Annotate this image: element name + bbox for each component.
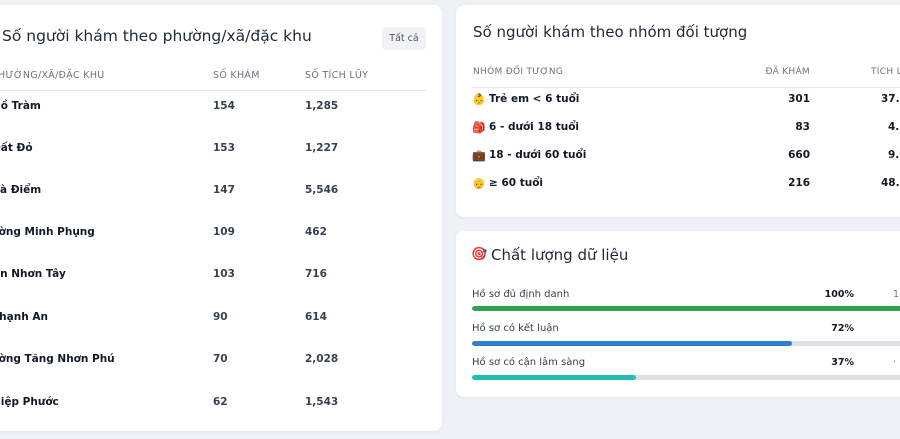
ward-name: Hiệp Phước: [0, 396, 59, 408]
cumulative-value: 48.5: [881, 177, 900, 189]
examined-count: 660: [788, 149, 810, 161]
view-all-button[interactable]: Tất cả: [382, 27, 426, 50]
table-row[interactable]: Hồ Tràm 154 1,285: [0, 100, 442, 120]
progress-fill: [472, 306, 900, 311]
cumulative-count: 2,028: [305, 353, 339, 365]
table-row[interactable]: 👶 Trẻ em < 6 tuổi 301 37.0: [456, 93, 900, 111]
ward-name: Thạnh An: [0, 311, 48, 323]
exam-count: 109: [213, 226, 235, 238]
cumulative-count: 716: [305, 268, 327, 280]
column-header-cumulative: SỐ TÍCH LŨY: [305, 70, 369, 81]
table-row[interactable]: Bà Điểm 147 5,546: [0, 184, 442, 204]
exam-count: 90: [213, 311, 228, 323]
cumulative-count: 1,543: [305, 396, 339, 408]
column-header-examined: ĐÃ KHÁM: [765, 67, 810, 77]
table-row[interactable]: Phường Minh Phụng 109 462: [0, 226, 442, 246]
quality-percent: 37%: [831, 357, 854, 368]
quality-extra: ·: [893, 357, 897, 368]
group-label: Trẻ em < 6 tuổi: [489, 93, 580, 105]
table-row[interactable]: An Nhơn Tây 103 716: [0, 268, 442, 288]
ward-name: Bà Điểm: [0, 184, 42, 196]
progress-fill: [472, 341, 792, 346]
examined-count: 301: [788, 93, 810, 105]
cumulative-count: 614: [305, 311, 327, 323]
progress-track: [472, 306, 900, 311]
quality-card-title: Chất lượng dữ liệu: [491, 246, 629, 264]
group-exams-card: Số người khám theo nhóm đối tượng NHÓM Đ…: [456, 5, 900, 217]
table-row[interactable]: Phường Tăng Nhơn Phú 70 2,028: [0, 353, 442, 373]
briefcase-icon: 💼: [472, 149, 486, 162]
progress-fill: [472, 375, 637, 380]
group-label: 18 - dưới 60 tuổi: [489, 149, 587, 161]
examined-count: 83: [795, 121, 810, 133]
cumulative-value: 37.0: [881, 93, 900, 105]
backpack-icon: 🎒: [472, 121, 486, 134]
ward-name: Đất Đỏ: [0, 142, 33, 154]
quality-label: Hồ sơ đủ định danh: [472, 289, 570, 300]
quality-extra: 1.: [893, 289, 900, 300]
progress-track: [472, 375, 900, 380]
quality-label: Hồ sơ có kết luận: [472, 323, 559, 334]
table-row[interactable]: Đất Đỏ 153 1,227: [0, 142, 442, 162]
ward-exams-card: Số người khám theo phường/xã/đặc khu Tất…: [0, 5, 442, 431]
table-row[interactable]: Thạnh An 90 614: [0, 311, 442, 331]
ward-name: Hồ Tràm: [0, 100, 41, 112]
table-row[interactable]: 👴 ≥ 60 tuổi 216 48.5: [456, 177, 900, 195]
column-header-ward: PHƯỜNG/XÃ/ĐẶC KHU: [0, 70, 105, 81]
cumulative-count: 1,285: [305, 100, 339, 112]
exam-count: 147: [213, 184, 235, 196]
group-label: ≥ 60 tuổi: [489, 177, 544, 189]
quality-label: Hồ sơ có cận lâm sàng: [472, 357, 586, 368]
baby-icon: 👶: [472, 93, 486, 106]
data-quality-card: 🎯 Chất lượng dữ liệu Hồ sơ đủ định danh …: [456, 231, 900, 397]
examined-count: 216: [788, 177, 810, 189]
header-divider: [472, 87, 900, 88]
table-row[interactable]: Hiệp Phước 62 1,543: [0, 396, 442, 416]
header-divider: [0, 90, 426, 91]
group-label: 6 - dưới 18 tuổi: [489, 121, 580, 133]
progress-track: [472, 341, 900, 346]
cumulative-count: 462: [305, 226, 327, 238]
group-card-title: Số người khám theo nhóm đối tượng: [473, 23, 748, 41]
target-icon: 🎯: [471, 247, 488, 262]
cumulative-count: 1,227: [305, 142, 339, 154]
exam-count: 154: [213, 100, 235, 112]
column-header-cumulative: TÍCH LŨY: [871, 67, 900, 77]
elder-icon: 👴: [472, 177, 486, 190]
ward-name: Phường Minh Phụng: [0, 226, 95, 238]
ward-name: An Nhơn Tây: [0, 268, 66, 280]
cumulative-value: 9.7: [888, 149, 900, 161]
cumulative-value: 4.3: [888, 121, 900, 133]
quality-percent: 100%: [824, 289, 854, 300]
exam-count: 70: [213, 353, 228, 365]
cumulative-count: 5,546: [305, 184, 339, 196]
table-row[interactable]: 💼 18 - dưới 60 tuổi 660 9.7: [456, 149, 900, 167]
ward-name: Phường Tăng Nhơn Phú: [0, 353, 115, 365]
exam-count: 62: [213, 396, 228, 408]
table-row[interactable]: 🎒 6 - dưới 18 tuổi 83 4.3: [456, 121, 900, 139]
quality-percent: 72%: [831, 323, 854, 334]
exam-count: 103: [213, 268, 235, 280]
exam-count: 153: [213, 142, 235, 154]
column-header-group: NHÓM ĐỐI TƯỢNG: [473, 67, 564, 77]
column-header-exams: SỐ KHÁM: [213, 70, 260, 81]
ward-card-title: Số người khám theo phường/xã/đặc khu: [2, 27, 312, 45]
